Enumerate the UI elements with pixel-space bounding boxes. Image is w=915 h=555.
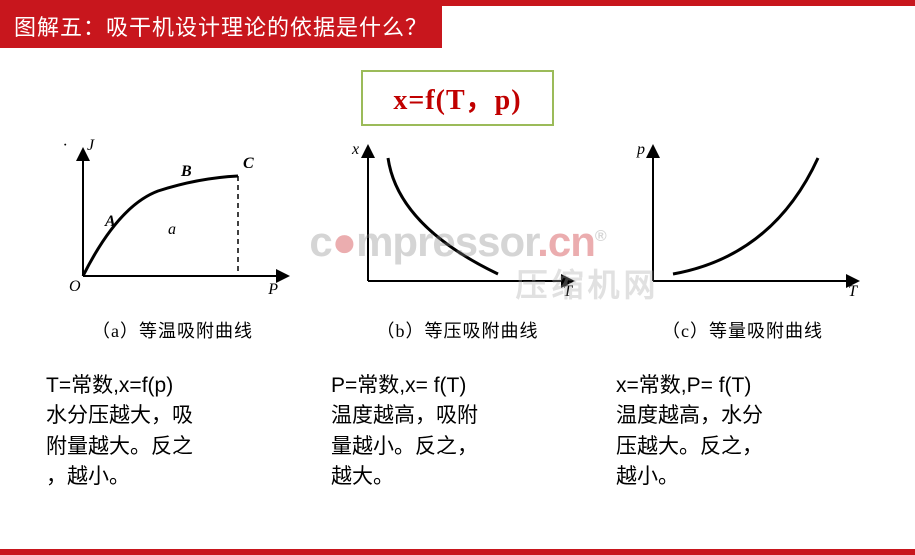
chart-a-origin: O [69, 278, 81, 295]
chart-a-xlabel: P [267, 281, 278, 298]
chart-c-svg: p T [613, 136, 873, 306]
chart-a: J · P O A B C a （a）等温吸附曲线 [30, 136, 315, 343]
chart-a-dot: · [63, 137, 67, 154]
chart-a-point-C: C [243, 155, 254, 172]
chart-b: x T （b）等压吸附曲线 [315, 136, 600, 343]
chart-b-caption: （b）等压吸附曲线 [315, 317, 600, 343]
chart-a-point-B: B [180, 163, 192, 180]
chart-c-curve [673, 158, 818, 274]
chart-b-curve [388, 158, 498, 274]
chart-c-xlabel: T [848, 283, 858, 300]
chart-c: p T （c）等量吸附曲线 [600, 136, 885, 343]
descriptions-row: T=常数,x=f(p) 水分压越大，吸 附量越大。反之 ，越小。 P=常数,x=… [0, 371, 915, 493]
chart-a-ylabel: J [87, 137, 95, 154]
main-formula: x=f(T，p) [361, 70, 553, 126]
desc-a: T=常数,x=f(p) 水分压越大，吸 附量越大。反之 ，越小。 [30, 371, 315, 493]
chart-b-ylabel: x [351, 141, 359, 158]
charts-row: c●mpressor.cn® 压缩机网 J · P O A B C a （a）等… [0, 136, 915, 343]
desc-b: P=常数,x= f(T) 温度越高，吸附 量越小。反之， 越大。 [315, 371, 600, 493]
chart-b-xlabel: T [563, 283, 573, 300]
desc-c: x=常数,P= f(T) 温度越高，水分 压越大。反之， 越小。 [600, 371, 885, 493]
chart-c-caption: （c）等量吸附曲线 [600, 317, 885, 343]
chart-a-svg: J · P O A B C a [43, 136, 303, 306]
chart-c-ylabel: p [636, 141, 645, 158]
chart-b-svg: x T [328, 136, 588, 306]
slide-title: 图解五：吸干机设计理论的依据是什么？ [0, 6, 442, 48]
chart-a-point-A: A [104, 213, 116, 230]
chart-a-caption: （a）等温吸附曲线 [30, 317, 315, 343]
chart-a-point-mid: a [168, 221, 176, 238]
